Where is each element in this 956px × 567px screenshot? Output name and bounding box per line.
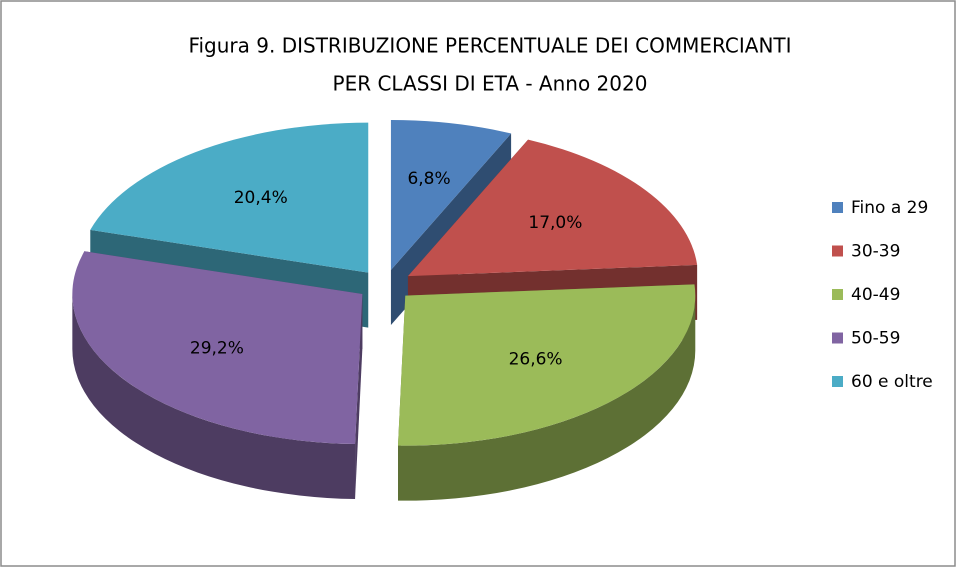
legend-swatch — [832, 245, 843, 257]
legend-label: Fino a 29 — [851, 198, 928, 218]
pie-slice — [72, 251, 363, 445]
pie-slice — [390, 119, 512, 270]
legend-swatch — [832, 289, 843, 300]
legend-swatch — [832, 332, 843, 344]
pie-slice — [398, 284, 696, 446]
pie-slice — [407, 139, 698, 277]
legend-label: 30-39 — [851, 242, 900, 262]
data-label: 20,4% — [234, 188, 288, 208]
chart-title: Figura 9. DISTRIBUZIONE PERCENTUALE DEI … — [188, 34, 791, 58]
chart-title: PER CLASSI DI ETA - Anno 2020 — [333, 72, 648, 96]
legend-swatch — [832, 202, 843, 213]
data-label: 26,6% — [509, 350, 563, 370]
data-label: 29,2% — [190, 339, 244, 359]
data-label: 6,8% — [407, 169, 450, 189]
slice-side — [398, 295, 696, 501]
legend-label: 60 e oltre — [851, 372, 933, 392]
slice-side — [72, 294, 356, 500]
pie-slice — [90, 122, 369, 273]
legend-label: 50-59 — [851, 329, 900, 349]
legend-swatch — [832, 376, 843, 387]
legend-label: 40-49 — [851, 285, 900, 305]
data-label: 17,0% — [528, 213, 582, 233]
